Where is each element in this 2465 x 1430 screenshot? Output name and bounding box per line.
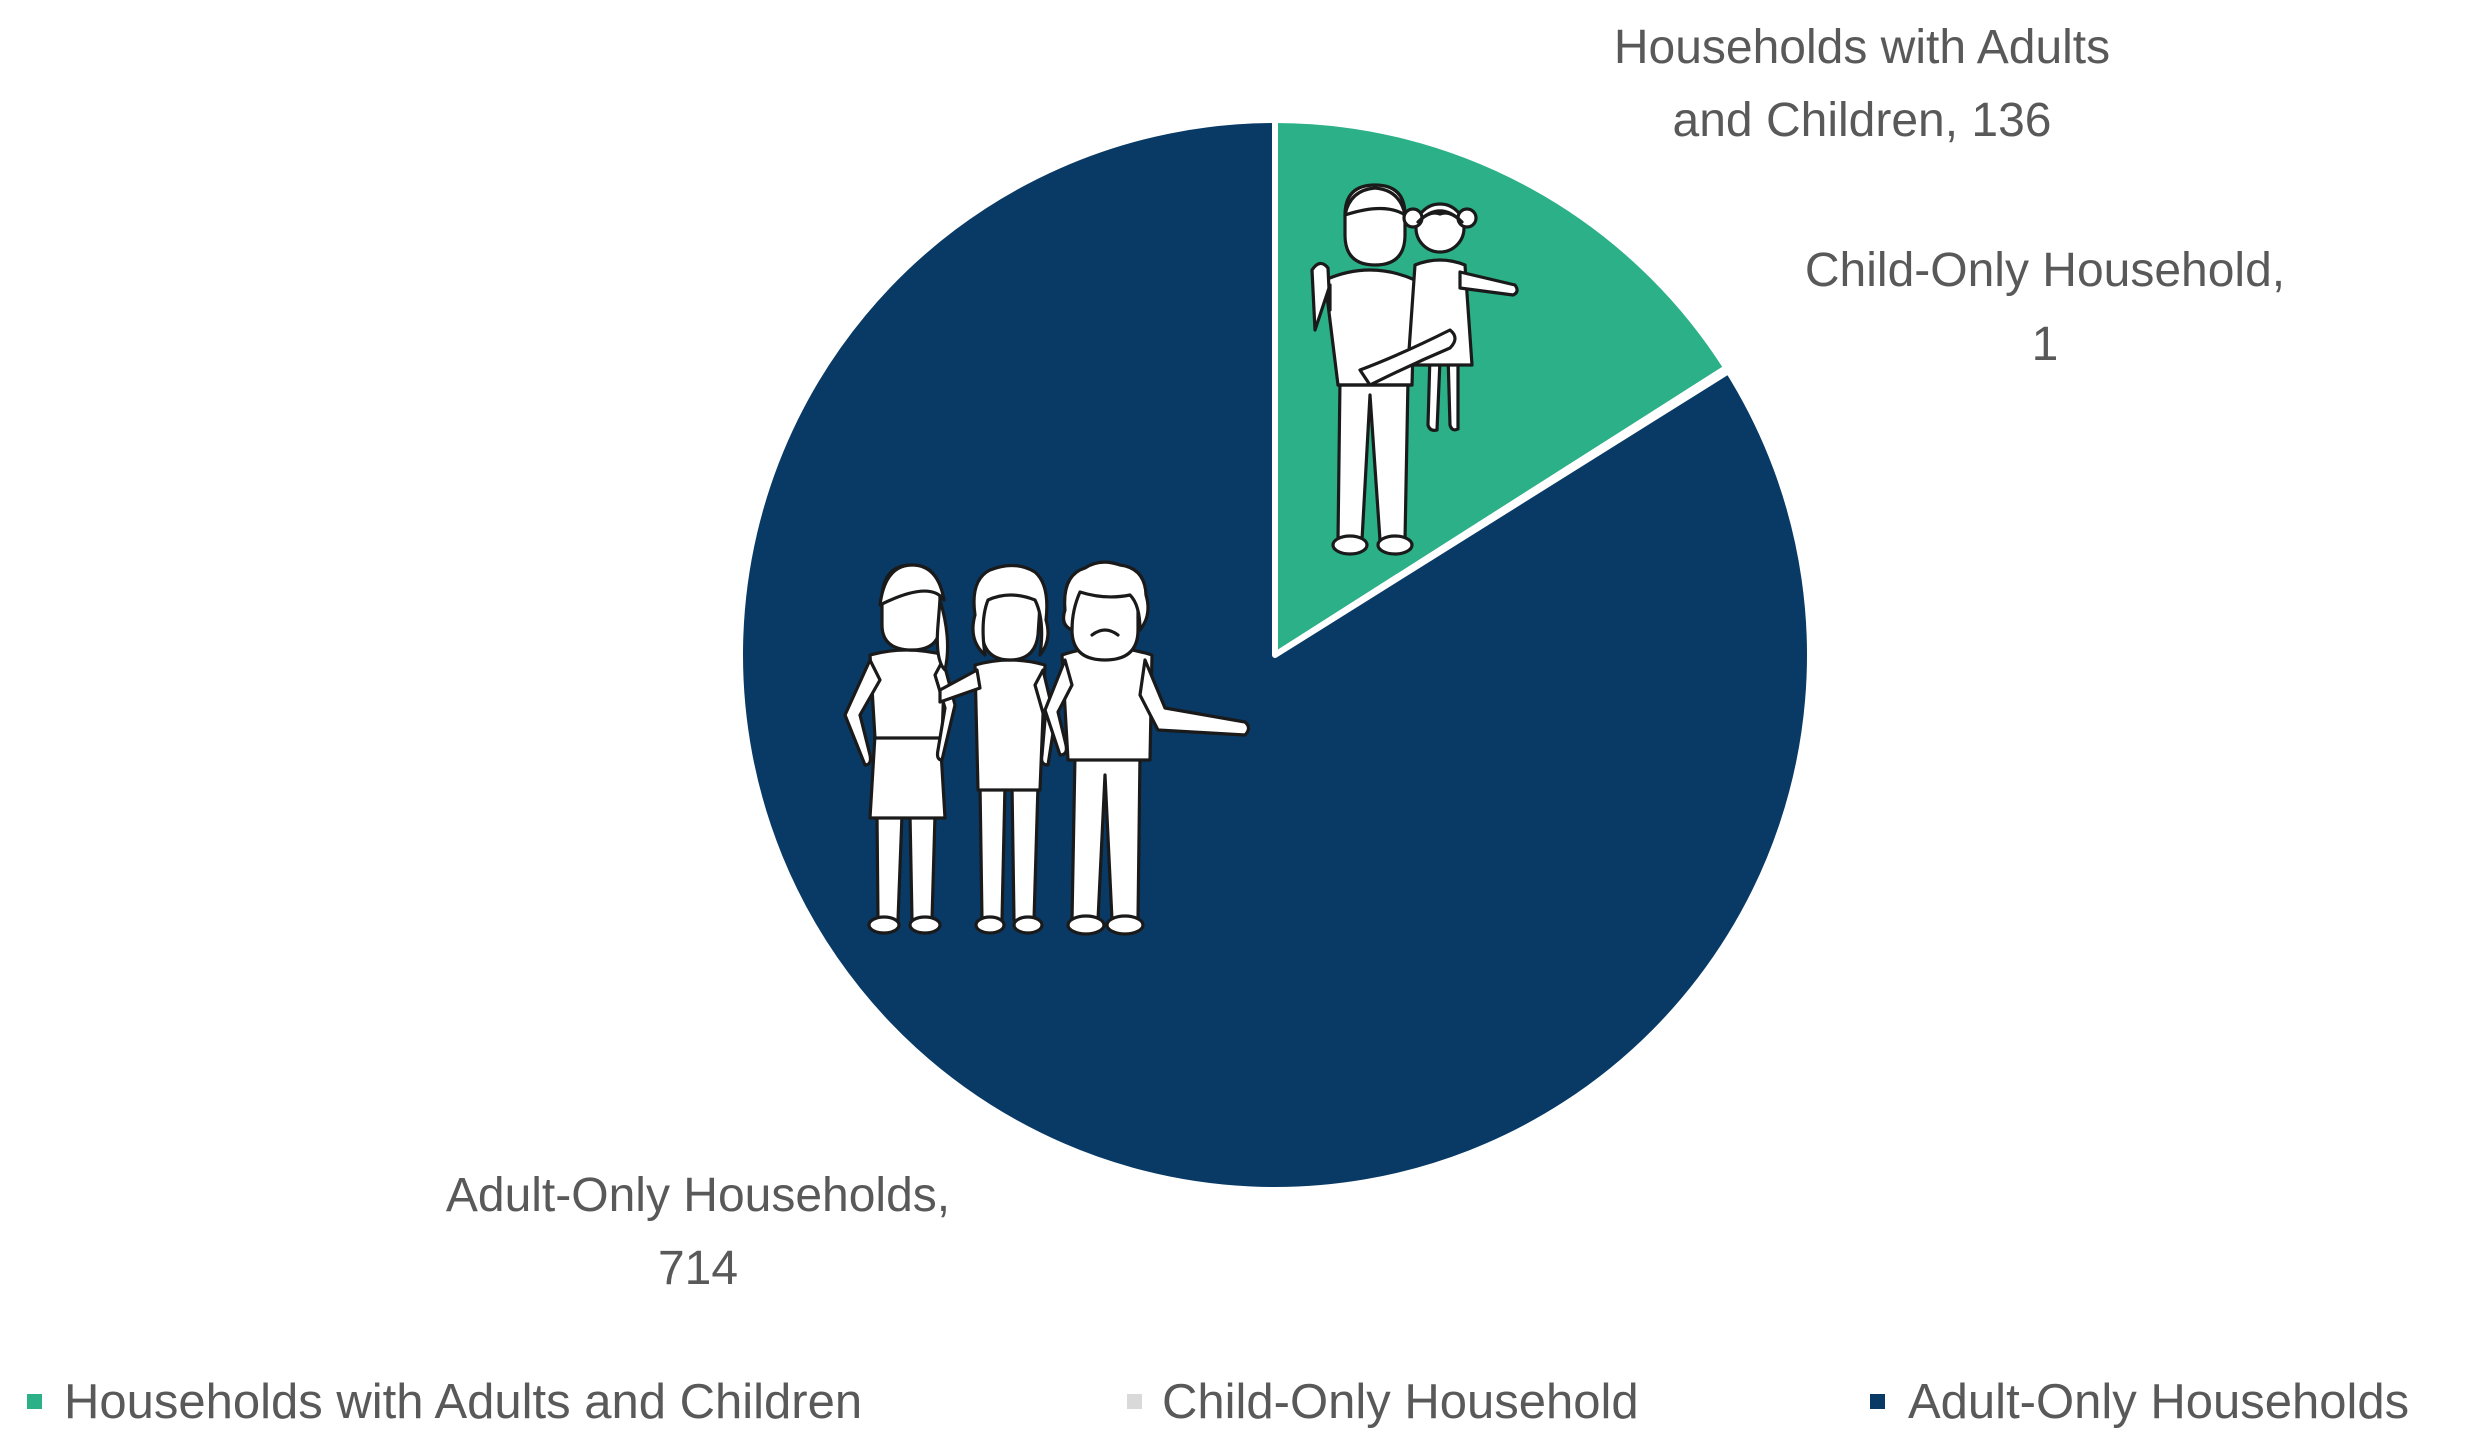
data-label-child-only-line2: 1	[2032, 318, 2059, 371]
legend-item-child-only[interactable]: Child-Only Household	[1127, 1375, 1639, 1429]
data-label-child-only: Child-Only Household, 1	[1805, 244, 2285, 371]
legend-swatch-child-only	[1127, 1394, 1142, 1409]
data-label-child-only-line1: Child-Only Household,	[1805, 244, 2285, 297]
legend-label-adult-only: Adult-Only Households	[1908, 1375, 2409, 1429]
data-label-adults-and-children: Households with Adults and Children, 136	[1614, 21, 2110, 147]
pie-slice-adult-only[interactable]	[737, 117, 1813, 1193]
legend-item-adults-and-children[interactable]: Households with Adults and Children	[27, 1375, 862, 1429]
group-of-adults-icon	[843, 560, 1251, 936]
legend-label-child-only: Child-Only Household	[1162, 1375, 1639, 1429]
legend-swatch-adult-only	[1870, 1394, 1885, 1409]
data-label-adults-and-children-line2: and Children, 136	[1673, 94, 2052, 147]
legend-swatch-adults-and-children	[27, 1394, 42, 1409]
data-label-adults-and-children-line1: Households with Adults	[1614, 21, 2110, 74]
data-label-adult-only: Adult-Only Households, 714	[446, 1169, 950, 1295]
legend: Households with Adults and Children Chil…	[27, 1375, 2409, 1429]
legend-item-adult-only[interactable]: Adult-Only Households	[1870, 1375, 2409, 1429]
data-label-adult-only-line1: Adult-Only Households,	[446, 1169, 950, 1222]
legend-label-adults-and-children: Households with Adults and Children	[64, 1375, 862, 1429]
adult-holding-child-icon	[1310, 183, 1519, 556]
data-label-adult-only-line2: 714	[658, 1242, 738, 1295]
